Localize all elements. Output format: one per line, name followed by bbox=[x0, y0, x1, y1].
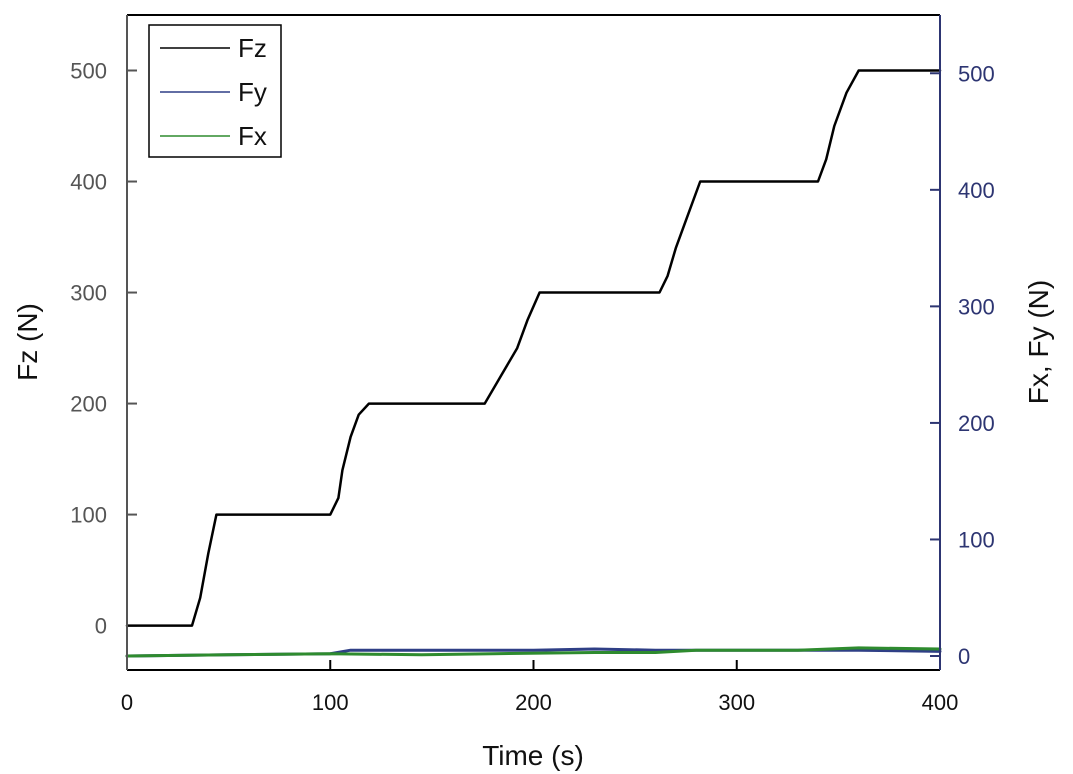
y-tick-label-right: 300 bbox=[958, 294, 995, 319]
series-layer bbox=[125, 69, 942, 658]
y-tick-label-left: 100 bbox=[70, 503, 107, 528]
y-tick-label-right: 0 bbox=[958, 644, 970, 669]
y-tick-label-left: 200 bbox=[70, 392, 107, 417]
legend-box bbox=[148, 24, 282, 158]
y-axis-left-title: Fz (N) bbox=[12, 303, 43, 381]
x-axis-title: Time (s) bbox=[482, 740, 584, 771]
y-tick-label-left: 400 bbox=[70, 170, 107, 195]
series-line-fz bbox=[125, 69, 942, 627]
x-tick-label: 400 bbox=[922, 690, 959, 715]
legend-label-fz: Fz bbox=[238, 33, 267, 63]
y-tick-label-left: 500 bbox=[70, 59, 107, 84]
x-tick-label: 300 bbox=[718, 690, 755, 715]
legend-label-fx: Fx bbox=[238, 121, 267, 151]
legend: Fz Fy Fx bbox=[148, 24, 282, 158]
x-tick-label: 200 bbox=[515, 690, 552, 715]
y-tick-label-left: 0 bbox=[95, 614, 107, 639]
legend-label-fy: Fy bbox=[238, 77, 267, 107]
y-tick-label-right: 500 bbox=[958, 61, 995, 86]
axes-frame bbox=[126, 14, 941, 671]
y-tick-label-right: 200 bbox=[958, 411, 995, 436]
ticks-layer: 0 100 200 300 400 0 100 200 300 400 500 0 100 200 300 4… bbox=[70, 59, 994, 715]
x-tick-label: 100 bbox=[312, 690, 349, 715]
y-tick-label-right: 100 bbox=[958, 527, 995, 552]
x-tick-label: 0 bbox=[121, 690, 133, 715]
y-axis-right-title: Fx, Fy (N) bbox=[1023, 280, 1054, 404]
series-line-fx bbox=[125, 646, 942, 658]
y-tick-label-right: 400 bbox=[958, 178, 995, 203]
y-tick-label-left: 300 bbox=[70, 281, 107, 306]
